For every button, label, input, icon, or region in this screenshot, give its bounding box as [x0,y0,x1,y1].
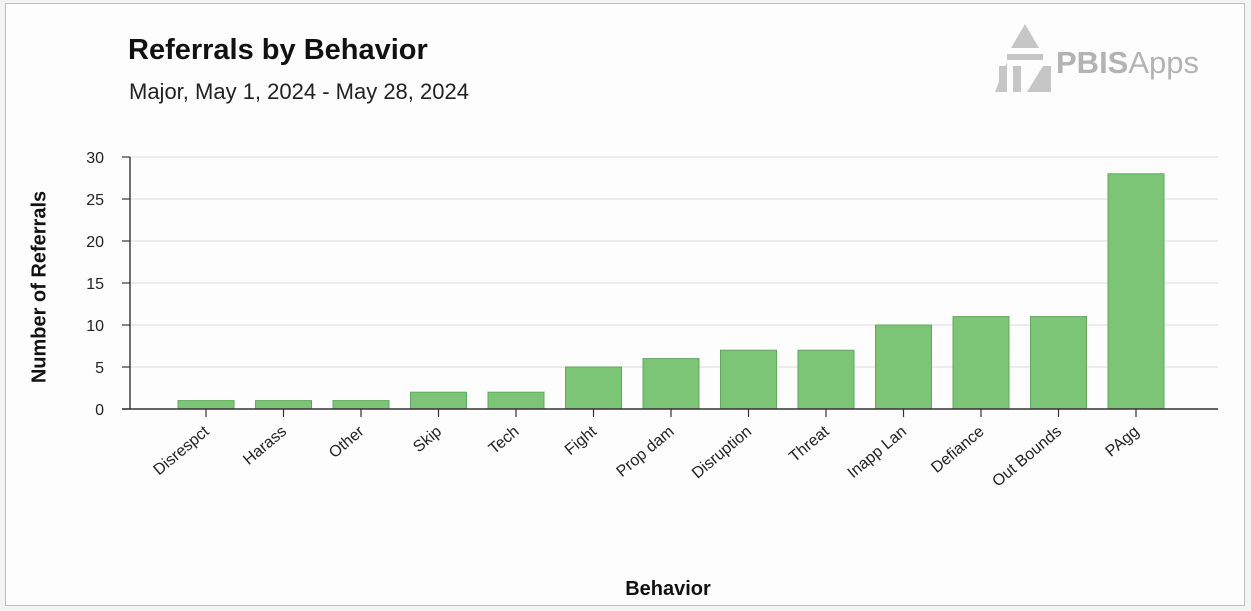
bar-disrespct [177,400,235,410]
bar-tech [487,391,545,410]
pbisapps-logo-icon [995,24,1051,92]
x-tick-label: Harass [240,423,290,469]
x-tick-label: Other [326,423,368,462]
pbisapps-logo [995,24,1051,92]
bar-inapp-lan [875,324,932,410]
y-tick-label: 0 [95,402,104,419]
x-tick-label: Threat [786,423,833,466]
bar-fight [565,366,622,410]
bar-prop-dam [642,358,700,410]
x-tick-label: Fight [562,423,601,459]
y-tick-label: 25 [86,192,104,209]
x-tick-label: Out Bounds [989,423,1065,490]
pbisapps-logo-text: PBISApps [1056,45,1199,81]
bar-harass [255,400,312,410]
bar-other [332,400,390,410]
y-tick-label: 20 [86,234,104,251]
x-axis-label: Behavior [625,578,711,600]
bars [177,173,1165,410]
axes [122,156,1218,417]
bar-skip [410,391,467,410]
y-tick-label: 5 [95,360,104,377]
x-tick-label: PAgg [1103,423,1143,460]
bar-out-bounds [1030,316,1087,410]
chart-subtitle: Major, May 1, 2024 - May 28, 2024 [129,79,469,104]
logo-text-bold: PBIS [1056,45,1129,80]
y-tick-label: 30 [86,150,104,167]
x-tick-label: Prop dam [613,423,677,481]
logo-text-light: Apps [1128,45,1200,80]
y-tick-labels: 0 5 10 15 20 25 30 [86,150,104,419]
x-tick-label: Defiance [928,423,987,477]
chart-title: Referrals by Behavior [128,34,428,66]
bar-pagg [1107,173,1165,410]
y-tick-label: 10 [86,318,104,335]
bar-disruption [720,349,777,410]
x-tick-label: Tech [486,423,523,458]
y-tick-label: 15 [86,276,104,293]
y-axis-label: Number of Referrals [28,190,51,384]
x-tick-label: Skip [410,423,445,456]
bar-defiance [952,316,1010,410]
x-tick-labels: Disrespct Harass Other Skip Tech Fight Prop da… [151,423,1143,491]
x-tick-label: Inapp Lan [845,423,910,482]
chart-frame [5,3,1245,606]
x-tick-label: Disruption [689,423,755,482]
x-tick-label: Disrespct [151,423,213,479]
bar-threat [797,349,855,410]
